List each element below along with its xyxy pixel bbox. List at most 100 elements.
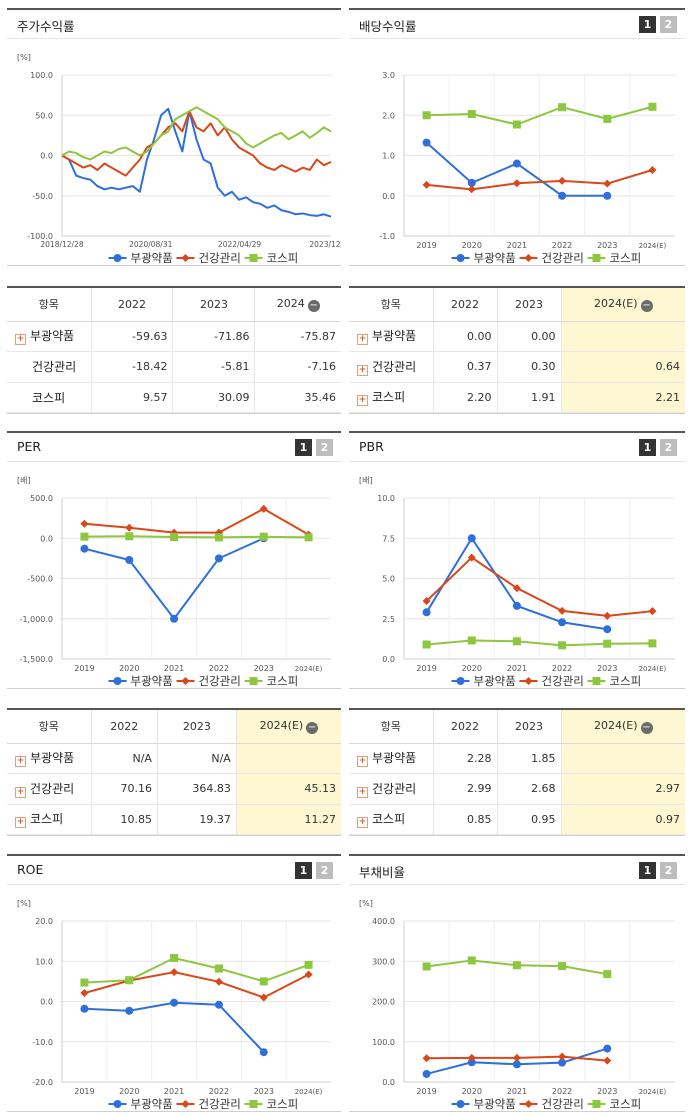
y-tick-label: 400.0 bbox=[372, 917, 395, 926]
cell: 35.46 bbox=[254, 382, 341, 413]
col-header: 항목 bbox=[7, 710, 91, 744]
series-line bbox=[61, 106, 332, 161]
expand-icon[interactable]: + bbox=[15, 756, 26, 768]
collapse-icon[interactable]: − bbox=[306, 721, 319, 734]
collapse-icon[interactable]: − bbox=[640, 721, 653, 734]
cell: N/A bbox=[90, 743, 158, 774]
legend-label: 코스피 bbox=[610, 251, 642, 265]
data-point bbox=[467, 534, 476, 543]
panel-header: PBR 1 2 bbox=[349, 433, 685, 462]
panel-title: 배당수익률 bbox=[359, 19, 417, 34]
view-2-button[interactable]: 2 bbox=[316, 862, 333, 879]
view-1-button[interactable]: 1 bbox=[295, 439, 312, 456]
table-row: + 코스피 10.85 19.37 11.27 bbox=[7, 804, 341, 835]
data-point bbox=[259, 977, 268, 986]
x-tick-label: 2023/12/28 bbox=[309, 240, 341, 249]
cell: 2.97 bbox=[560, 773, 685, 805]
y-tick-label: 500.0 bbox=[30, 494, 53, 503]
view-1-button[interactable]: 1 bbox=[639, 16, 656, 33]
data-point bbox=[170, 533, 179, 542]
data-point bbox=[80, 544, 89, 553]
expand-icon[interactable]: + bbox=[357, 756, 368, 768]
data-point bbox=[181, 1100, 190, 1108]
y-tick-label: 0.0 bbox=[40, 152, 53, 161]
data-point bbox=[512, 179, 521, 188]
table-row: + 건강관리 0.37 0.30 0.64 bbox=[349, 351, 685, 383]
table-row: + 코스피 2.20 1.91 2.21 bbox=[349, 382, 685, 413]
dividend-panel: 배당수익률 1 2 3.0 2.0 1.0 0.0 -1.0 2019 2020 2021 20… bbox=[349, 8, 685, 266]
expand-icon[interactable]: + bbox=[357, 334, 368, 346]
y-tick-label: 0.0 bbox=[382, 192, 395, 201]
data-point bbox=[422, 180, 431, 189]
data-point bbox=[125, 532, 134, 541]
cell: N/A bbox=[156, 743, 237, 774]
view-2-button[interactable]: 2 bbox=[660, 439, 677, 456]
view-2-button[interactable]: 2 bbox=[660, 862, 677, 879]
view-1-button[interactable]: 1 bbox=[639, 862, 656, 879]
collapse-icon[interactable]: − bbox=[640, 299, 653, 312]
expand-icon[interactable]: + bbox=[357, 364, 368, 376]
row-name: 건강관리 bbox=[7, 351, 91, 383]
panel-header: 부채비율 1 2 bbox=[349, 856, 685, 885]
debt-panel: 부채비율 1 2 [%] 400.0 300.0 200.0 100.0 0.0 2019 2… bbox=[349, 854, 685, 1112]
y-tick-label: 20.0 bbox=[35, 917, 53, 926]
y-tick-label: -500.0 bbox=[27, 575, 53, 584]
data-point bbox=[512, 584, 521, 593]
cell: -5.81 bbox=[172, 351, 255, 383]
x-tick-label: 2022 bbox=[552, 241, 572, 250]
cell: 1.91 bbox=[496, 382, 562, 413]
expand-icon[interactable]: + bbox=[15, 817, 26, 829]
view-1-button[interactable]: 1 bbox=[639, 439, 656, 456]
x-tick-label: 2021 bbox=[164, 1087, 184, 1096]
x-tick-label: 2019 bbox=[416, 664, 436, 673]
cell: 0.95 bbox=[496, 804, 562, 835]
data-point bbox=[603, 179, 612, 188]
data-point bbox=[80, 532, 89, 541]
expand-icon[interactable]: + bbox=[357, 786, 368, 798]
data-point bbox=[558, 606, 567, 615]
data-point bbox=[249, 254, 258, 262]
data-point bbox=[80, 1004, 89, 1013]
expand-icon[interactable]: + bbox=[15, 786, 26, 798]
x-tick-label: 2024(E) bbox=[639, 242, 667, 250]
col-header: 항목 bbox=[349, 288, 433, 322]
data-point bbox=[125, 523, 134, 532]
data-point bbox=[214, 533, 223, 542]
cell: 2.68 bbox=[496, 773, 562, 805]
expand-icon[interactable]: + bbox=[15, 334, 26, 346]
y-tick-label: 0.0 bbox=[382, 1078, 395, 1087]
legend-label: 부광약품 bbox=[131, 251, 173, 265]
view-2-button[interactable]: 2 bbox=[660, 16, 677, 33]
data-point bbox=[603, 611, 612, 620]
data-point bbox=[467, 110, 476, 119]
data-point bbox=[558, 962, 567, 971]
view-2-button[interactable]: 2 bbox=[316, 439, 333, 456]
cell: -71.86 bbox=[172, 321, 255, 352]
row-name: + 부광약품 bbox=[349, 743, 433, 774]
data-point bbox=[249, 677, 258, 685]
series-line bbox=[61, 110, 332, 177]
expand-icon[interactable]: + bbox=[357, 817, 368, 829]
view-1-button[interactable]: 1 bbox=[295, 862, 312, 879]
expand-icon[interactable]: + bbox=[357, 395, 368, 407]
data-point bbox=[467, 178, 476, 187]
y-tick-label: 0.0 bbox=[40, 534, 53, 543]
x-tick-label: 2021 bbox=[507, 241, 527, 250]
data-point bbox=[592, 254, 601, 262]
x-tick-label: 2022 bbox=[209, 1087, 229, 1096]
collapse-icon[interactable]: − bbox=[307, 299, 320, 312]
data-point bbox=[181, 677, 190, 685]
data-point bbox=[603, 114, 612, 123]
x-tick-label: 2021 bbox=[164, 664, 184, 673]
data-point bbox=[512, 601, 521, 610]
data-point bbox=[422, 962, 431, 971]
roe-chart: [%] 20.0 10.0 0.0 -10.0 -20.0 2019 2020 2021 2022… bbox=[17, 899, 331, 1111]
table-row: + 코스피 0.85 0.95 0.97 bbox=[349, 804, 685, 835]
row-name: + 부광약품 bbox=[349, 321, 433, 352]
legend-label: 건강관리 bbox=[199, 1097, 241, 1111]
y-tick-label: 10.0 bbox=[35, 957, 53, 966]
table-row: + 건강관리 2.99 2.68 2.97 bbox=[349, 773, 685, 805]
pbr-chart: [배] 10.0 7.5 5.0 2.5 0.0 2019 2020 2021 2022 2023 2… bbox=[359, 476, 675, 688]
data-point bbox=[512, 961, 521, 970]
legend-label: 코스피 bbox=[610, 674, 642, 688]
